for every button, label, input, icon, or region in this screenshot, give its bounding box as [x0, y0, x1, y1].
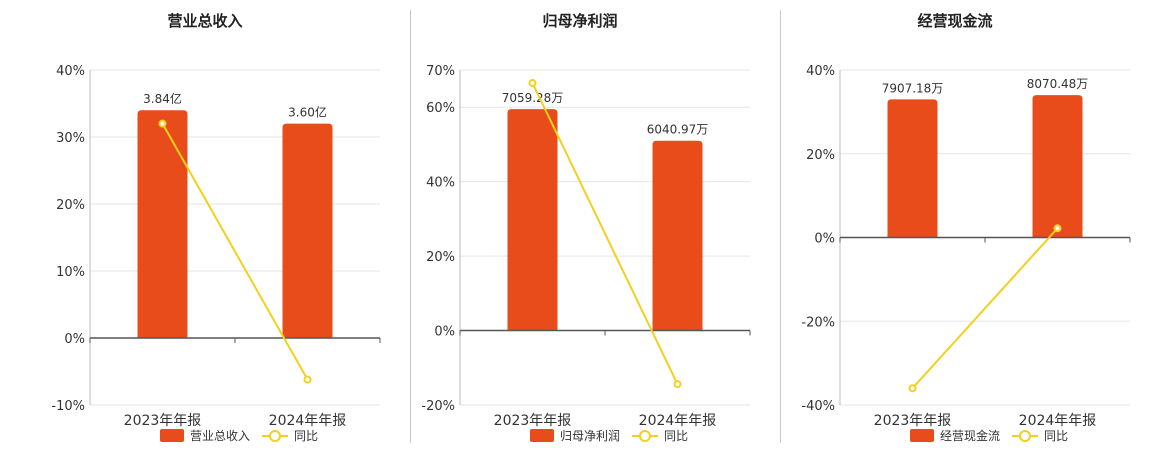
y-tick-label: 70% — [426, 64, 455, 79]
y-tick-label: -40% — [801, 399, 835, 414]
panel-divider — [410, 10, 411, 443]
y-tick-label: 60% — [426, 101, 455, 116]
chart-title: 经营现金流 — [917, 12, 993, 30]
legend-bar-label: 营业总收入 — [190, 429, 250, 443]
x-tick-label: 2023年年报 — [124, 413, 202, 429]
y-tick-label: 0% — [814, 232, 835, 247]
bar — [507, 109, 558, 331]
net-profit-chart: -20% 0% 20% 40% 60% 70% 7059.28万 6040.97万 2023年年… — [421, 64, 751, 443]
bar — [887, 99, 938, 238]
yoy-point — [158, 119, 167, 128]
y-tick-label: 0% — [64, 332, 85, 347]
bar-data-label: 7907.18万 — [882, 81, 944, 95]
legend-bar-label: 经营现金流 — [940, 428, 1000, 443]
panel-divider — [780, 10, 781, 443]
y-tick-label: 30% — [56, 131, 85, 146]
yoy-point — [528, 79, 537, 88]
chart-title: 营业总收入 — [167, 12, 243, 30]
yoy-point — [303, 375, 312, 384]
legend-line-label: 同比 — [1044, 429, 1068, 443]
y-tick-label: 0% — [434, 325, 455, 340]
x-tick-label: 2024年年报 — [1019, 413, 1097, 429]
y-tick-label: -10% — [51, 399, 85, 414]
bar — [282, 123, 333, 338]
legend-line-label: 同比 — [294, 429, 318, 443]
legend-line-marker — [269, 430, 281, 442]
y-tick-label: 10% — [56, 265, 85, 280]
bar-data-label: 3.84亿 — [143, 91, 182, 106]
yoy-line — [531, 82, 679, 385]
y-tick-label: 40% — [806, 64, 835, 79]
revenue-chart: -10% 0% 10% 20% 30% 40% 3.84亿 3.60亿 2023年年报 2024年… — [51, 64, 381, 443]
x-tick-label: 2024年年报 — [639, 413, 717, 429]
legend-bar-swatch — [160, 429, 184, 442]
legend-line-label: 同比 — [664, 429, 688, 443]
legend-bar-swatch — [910, 429, 934, 442]
legend-line-marker — [639, 430, 651, 442]
bar — [652, 140, 703, 331]
x-tick-label: 2023年年报 — [874, 413, 952, 429]
bar-data-label: 3.60亿 — [288, 105, 327, 120]
yoy-point — [1053, 224, 1062, 233]
chart-panel-net-profit: 归母净利润 -20% 0% 20% 40% 60% 70% 7059.28万 6040.97万… — [380, 0, 780, 450]
y-tick-label: -20% — [801, 315, 835, 330]
bar — [137, 110, 188, 338]
y-tick-label: 20% — [56, 198, 85, 213]
x-tick-label: 2024年年报 — [269, 413, 347, 429]
yoy-line — [161, 123, 309, 381]
bar — [1032, 95, 1083, 238]
y-tick-label: 20% — [426, 250, 455, 265]
x-tick-label: 2023年年报 — [494, 413, 572, 429]
yoy-line — [911, 227, 1059, 389]
y-tick-label: 40% — [56, 64, 85, 79]
legend-bar-label: 归母净利润 — [560, 429, 620, 443]
yoy-point — [673, 380, 682, 389]
bar-data-label: 6040.97万 — [647, 123, 709, 137]
bar-data-label: 7059.28万 — [502, 91, 564, 105]
yoy-point — [908, 384, 917, 393]
cash-flow-chart: -40% -20% 0% 20% 40% 7907.18万 8070.48万 2023年年报 2… — [801, 64, 1131, 443]
y-tick-label: -20% — [421, 399, 455, 414]
legend-line-marker — [1019, 430, 1031, 442]
legend-bar-swatch — [530, 429, 554, 442]
y-tick-label: 40% — [426, 176, 455, 191]
bar-data-label: 8070.48万 — [1027, 77, 1089, 91]
chart-panel-revenue: 营业总收入 -10% 0% 10% 20% 30% 40% 3.84亿 3.60亿 2023年年… — [0, 0, 410, 450]
y-tick-label: 20% — [806, 148, 835, 163]
chart-panel-cash-flow: 经营现金流 -40% -20% 0% 20% 40% 7907.18万 8070.48万 20… — [750, 0, 1160, 450]
chart-title: 归母净利润 — [542, 12, 618, 30]
